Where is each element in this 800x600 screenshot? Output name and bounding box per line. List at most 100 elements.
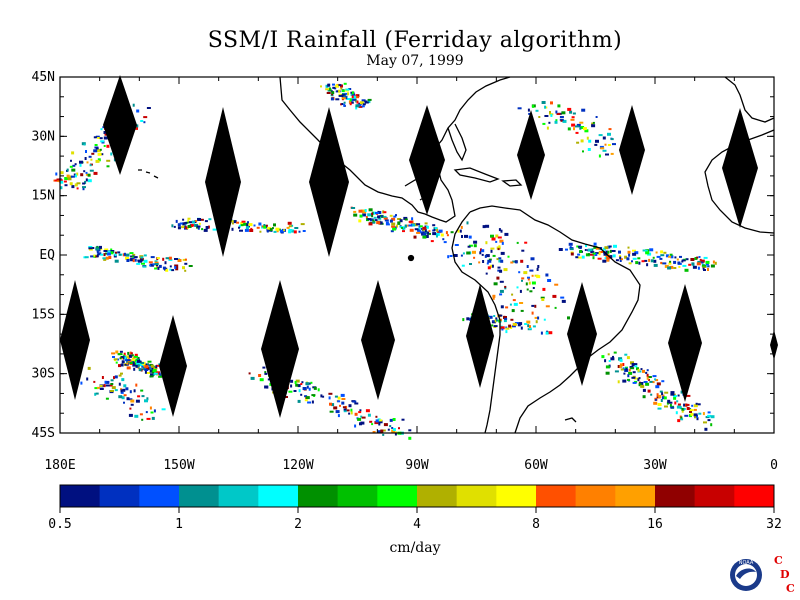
rain-pixel — [529, 269, 534, 272]
rain-pixel — [645, 251, 650, 255]
rain-pixel — [207, 225, 210, 229]
rain-pixel — [71, 168, 76, 172]
rain-pixel — [689, 409, 694, 412]
rain-pixel — [428, 230, 431, 233]
rain-pixel — [133, 367, 136, 371]
rain-pixel — [418, 231, 423, 234]
rain-pixel — [60, 186, 63, 190]
rain-pixel — [345, 88, 350, 91]
rain-pixel — [351, 207, 356, 209]
rain-pixel — [397, 218, 402, 220]
rain-pixel — [607, 353, 610, 356]
rain-pixel — [325, 84, 329, 88]
rain-pixel — [85, 178, 88, 182]
rain-pixel — [379, 419, 383, 422]
rain-pixel — [383, 215, 387, 218]
rain-pixel — [420, 227, 423, 230]
rain-pixel — [598, 154, 601, 158]
rain-pixel — [355, 94, 358, 98]
rain-pixel — [567, 316, 570, 320]
rain-pixel — [466, 251, 471, 255]
colorbar-units: cm/day — [389, 540, 441, 556]
rain-pixel — [503, 319, 507, 323]
rain-pixel — [548, 331, 553, 335]
rain-pixel — [335, 84, 340, 88]
colorbar-tick-label: 2 — [294, 517, 302, 532]
rain-pixel — [337, 400, 341, 403]
rain-pixel — [92, 247, 95, 249]
rain-pixel — [430, 240, 434, 243]
rain-pixel — [542, 122, 546, 125]
rain-pixel — [702, 267, 705, 270]
colorbar-swatch — [456, 485, 497, 507]
rain-pixel — [626, 356, 630, 360]
rain-pixel — [372, 219, 375, 222]
rain-pixel — [120, 372, 123, 375]
rain-pixel — [161, 408, 166, 411]
rain-pixel — [460, 225, 463, 229]
rain-pixel — [294, 227, 299, 229]
rain-pixel — [100, 253, 104, 256]
rain-pixel — [495, 240, 498, 243]
rain-pixel — [403, 216, 408, 220]
rain-pixel — [117, 251, 121, 254]
rain-pixel — [418, 225, 421, 229]
rain-pixel — [412, 223, 416, 227]
rain-pixel — [680, 416, 683, 419]
rain-pixel — [179, 222, 183, 225]
rain-pixel — [197, 226, 200, 230]
rain-pixel — [454, 244, 459, 246]
rain-pixel — [368, 208, 373, 212]
rain-pixel — [542, 287, 546, 291]
swath-gap — [205, 107, 241, 257]
rain-pixel — [615, 259, 619, 262]
rain-pixel — [184, 269, 187, 272]
rain-pixel — [328, 392, 333, 395]
rain-pixel — [403, 226, 406, 230]
rain-pixel — [642, 249, 647, 252]
rain-pixel — [301, 381, 304, 384]
rain-pixel — [500, 326, 505, 330]
rain-pixel — [182, 266, 185, 270]
rain-pixel — [501, 328, 504, 331]
rain-pixel — [142, 265, 147, 268]
rain-pixel — [576, 141, 580, 144]
rain-pixel — [495, 319, 499, 322]
rain-pixel — [632, 371, 636, 374]
noaa-cdc-logo: NOAA C D C — [730, 554, 795, 595]
rain-pixel — [631, 376, 636, 379]
rain-pixel — [507, 255, 510, 258]
rain-pixel — [569, 110, 573, 114]
rain-pixel — [86, 377, 89, 381]
rain-pixel — [130, 352, 133, 355]
rain-pixel — [610, 138, 614, 141]
rain-pixel — [187, 219, 190, 223]
colorbar-swatch — [694, 485, 735, 507]
rain-pixel — [363, 213, 366, 216]
rain-pixel — [129, 351, 132, 355]
rain-pixel — [575, 131, 579, 134]
swath-gap — [567, 282, 597, 386]
rain-pixel — [659, 257, 663, 260]
rain-pixel — [619, 256, 622, 260]
rain-pixel — [399, 219, 403, 223]
rain-pixel — [555, 119, 558, 122]
rain-pixel — [495, 317, 498, 321]
rain-pixel — [262, 366, 266, 369]
rain-pixel — [575, 125, 579, 128]
rain-pixel — [191, 220, 195, 224]
island-cuba — [453, 167, 500, 183]
rain-pixel — [258, 374, 262, 377]
rain-pixel — [300, 223, 305, 226]
rain-pixel — [602, 259, 607, 263]
rain-pixel — [606, 258, 610, 262]
rain-pixel — [500, 229, 503, 233]
rain-pixel — [588, 139, 592, 143]
rain-pixel — [76, 172, 79, 176]
rain-pixel — [354, 424, 357, 428]
lat-label: 45N — [32, 70, 55, 85]
rain-pixel — [685, 403, 688, 407]
rain-pixel — [634, 251, 639, 255]
rain-pixel — [629, 366, 634, 368]
rain-pixel — [341, 398, 346, 400]
